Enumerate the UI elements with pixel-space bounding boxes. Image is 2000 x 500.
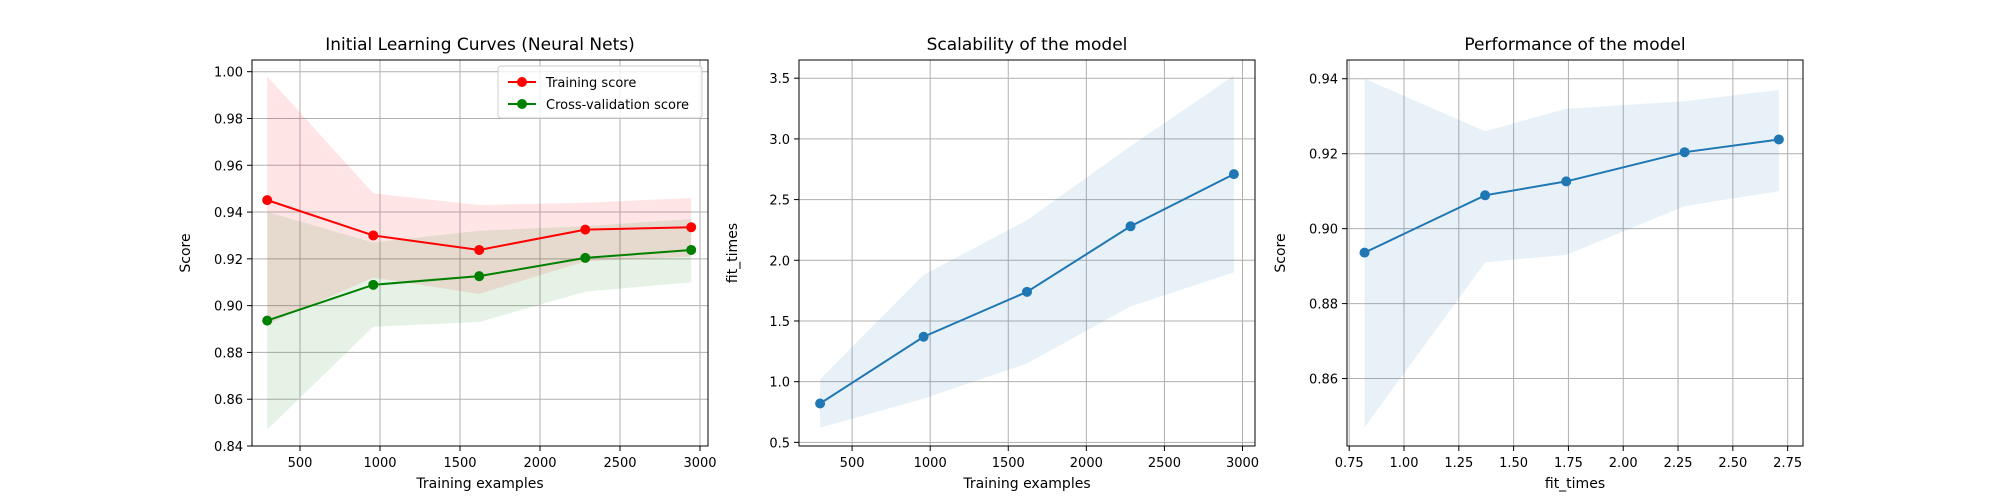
- legend-marker-cross-validation-score: [517, 99, 527, 109]
- data-point-series-1: [918, 331, 929, 342]
- y-tick-label: 0.88: [1309, 298, 1338, 313]
- y-tick-label: 0.5: [769, 436, 790, 451]
- data-point-series-1: [815, 398, 826, 409]
- data-point-series-1: [1022, 286, 1032, 297]
- data-point-series-1: [1228, 169, 1239, 180]
- data-point-training-score: [686, 222, 697, 233]
- y-tick-label: 0.94: [214, 206, 243, 221]
- data-point-series-1: [1359, 247, 1370, 258]
- y-tick-label: 0.98: [214, 112, 243, 127]
- x-tick-label: 1500: [992, 456, 1025, 471]
- x-tick-label: 2.75: [1773, 456, 1802, 471]
- y-tick-label: 1.00: [214, 66, 243, 81]
- legend-label-cross-validation-score: Cross-validation score: [546, 98, 689, 113]
- confidence-band-training-score: [267, 76, 692, 325]
- chart-title: Scalability of the model: [927, 35, 1128, 55]
- y-tick-label: 3.0: [769, 133, 790, 148]
- x-axis-label: fit_times: [1545, 476, 1605, 492]
- data-point-series-1: [1679, 147, 1690, 158]
- y-axis-label: Score: [1273, 233, 1289, 272]
- x-tick-label: 1000: [363, 456, 396, 471]
- x-tick-label: 3000: [683, 456, 716, 471]
- data-point-cross-validation-score: [580, 252, 591, 263]
- legend-label-training-score: Training score: [545, 76, 636, 91]
- axes-frame: [1346, 59, 1804, 447]
- x-tick-label: 1.50: [1499, 456, 1528, 471]
- y-tick-label: 0.90: [1309, 223, 1338, 238]
- y-axis-label: Score: [178, 233, 194, 272]
- data-point-series-1: [1773, 134, 1784, 145]
- legend-box: [497, 65, 703, 119]
- y-tick-label: 0.88: [214, 346, 243, 361]
- x-tick-label: 2000: [523, 456, 556, 471]
- confidence-band-series-1: [820, 75, 1234, 428]
- x-tick-label: 0.75: [1335, 456, 1364, 471]
- y-tick-label: 1.5: [769, 315, 790, 330]
- data-point-training-score: [368, 230, 379, 241]
- y-tick-label: 1.0: [769, 376, 790, 391]
- data-point-series-1: [1561, 176, 1572, 187]
- y-tick-label: 0.94: [1309, 73, 1338, 88]
- x-axis-label: Training examples: [962, 476, 1090, 492]
- chart-panel-1: 500 1000 1500 2000 2500 3000 0.84 0.86 0.88 0.90 0…: [178, 35, 717, 492]
- data-point-cross-validation-score: [262, 315, 273, 326]
- x-tick-label: 2500: [603, 456, 636, 471]
- chart-panel-3: 0.75 1.00 1.25 1.50 1.75 2.00 2.25 2.50 2.75 0.86…: [1273, 35, 1804, 492]
- data-point-series-1: [1480, 190, 1491, 201]
- x-tick-label: 2500: [1148, 456, 1181, 471]
- y-tick-label: 0.92: [1309, 148, 1338, 163]
- x-tick-label: 1500: [443, 456, 476, 471]
- y-tick-label: 2.0: [769, 254, 790, 269]
- y-tick-label: 0.90: [214, 300, 243, 315]
- x-tick-label: 2000: [1070, 456, 1103, 471]
- data-point-training-score: [580, 224, 591, 235]
- x-tick-label: 2.00: [1609, 456, 1638, 471]
- y-tick-label: 0.92: [214, 253, 243, 268]
- legend: Training score Cross-validation score: [497, 65, 703, 119]
- y-tick-label: 2.5: [769, 194, 790, 209]
- chart-title: Performance of the model: [1464, 35, 1685, 55]
- data-point-training-score: [262, 195, 273, 206]
- x-tick-label: 2.50: [1718, 456, 1747, 471]
- y-tick-label: 0.86: [1309, 373, 1338, 388]
- chart-title: Initial Learning Curves (Neural Nets): [325, 35, 635, 55]
- x-tick-label: 1.75: [1554, 456, 1583, 471]
- axes-frame: [251, 59, 709, 447]
- confidence-band-series-1: [1364, 78, 1779, 428]
- x-tick-label: 500: [840, 456, 865, 471]
- x-tick-label: 500: [288, 456, 313, 471]
- data-point-cross-validation-score: [474, 271, 485, 282]
- data-point-series-1: [1125, 221, 1136, 232]
- y-axis-label: fit_times: [725, 223, 741, 283]
- y-tick-label: 0.84: [214, 440, 243, 455]
- chart-panel-2: 500 1000 1500 2000 2500 3000 0.5 1.0 1.5 2.0 2.5 3.…: [725, 35, 1259, 492]
- y-tick-label: 0.96: [214, 159, 243, 174]
- x-tick-label: 3000: [1226, 456, 1259, 471]
- x-tick-label: 1.25: [1444, 456, 1473, 471]
- legend-marker-training-score: [517, 77, 527, 87]
- data-point-training-score: [474, 244, 485, 255]
- x-tick-label: 1000: [914, 456, 947, 471]
- data-point-cross-validation-score: [686, 244, 697, 255]
- x-tick-label: 2.25: [1664, 456, 1693, 471]
- x-axis-label: Training examples: [415, 476, 543, 492]
- x-tick-label: 1.00: [1390, 456, 1419, 471]
- data-point-cross-validation-score: [368, 279, 379, 290]
- y-tick-label: 0.86: [214, 393, 243, 408]
- axes-frame: [798, 59, 1256, 447]
- y-tick-label: 3.5: [769, 72, 790, 87]
- confidence-band-cross-validation-score: [267, 212, 692, 430]
